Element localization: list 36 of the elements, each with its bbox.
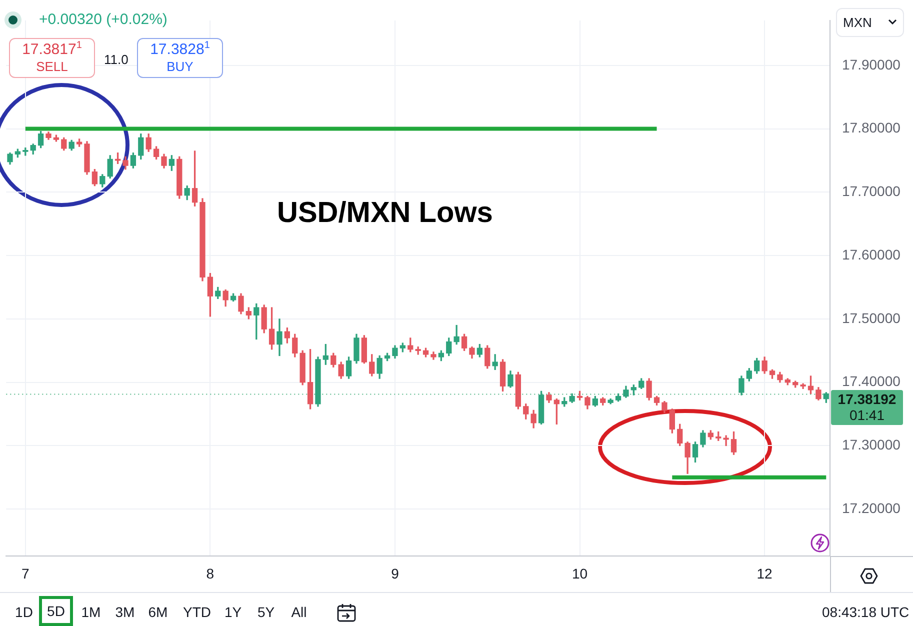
text: 6M [147, 604, 169, 620]
text: 5Y [256, 604, 276, 620]
ref-line-label: 17.38192 [838, 391, 896, 407]
text: 1M [80, 604, 102, 620]
x-tick-label: 7 [22, 565, 30, 582]
text: 1D [14, 604, 34, 620]
text: 08:43:18 UTC [822, 604, 910, 620]
range-button: 5D [39, 596, 73, 626]
annotation: 17.3817$^{1}$ [22, 40, 82, 59]
x-tick-label: 10 [572, 565, 588, 582]
y-tick-label: 17.50000 [842, 310, 901, 326]
y-tick-label: 17.30000 [842, 436, 901, 453]
x-tick-label: 12 [756, 565, 773, 582]
y-tick-label: 17.20000 [842, 500, 901, 516]
y-tick-label: 17.70000 [842, 183, 901, 200]
annotation: 11.0 [104, 52, 128, 67]
price-label: 17.38192 01:41 [831, 390, 903, 425]
y-tick-label: 17.60000 [842, 246, 901, 262]
text: USD/MXN Lows [277, 197, 493, 230]
currency-selector: MXN [836, 8, 904, 37]
annotation: BUY [166, 59, 194, 75]
text: YTD [182, 604, 212, 620]
y-tick-label: 17.90000 [842, 56, 901, 72]
annotation: +0.00320 (+0.02%) [39, 11, 168, 28]
price-button: 17.3817$^{1}$ SELL [9, 38, 95, 78]
price-button: 17.3828$^{1}$ BUY [137, 38, 223, 78]
annotation: SELL [36, 59, 68, 75]
x-tick-label: 8 [206, 565, 214, 582]
candlestick [415, 346, 421, 355]
text: 3M [114, 604, 136, 620]
y-tick-label: 17.40000 [842, 373, 901, 390]
text: All [290, 604, 308, 620]
annotation: 17.3828$^{1}$ [150, 40, 210, 59]
x-tick-label: 9 [391, 565, 400, 582]
text: 1Y [223, 604, 243, 620]
y-tick-label: 17.80000 [842, 120, 901, 136]
